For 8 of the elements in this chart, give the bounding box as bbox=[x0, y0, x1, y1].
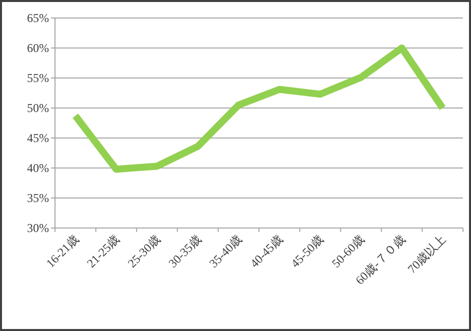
y-tick-label: 30% bbox=[27, 221, 49, 235]
y-tick-label: 60% bbox=[27, 41, 49, 55]
y-tick-label: 65% bbox=[27, 11, 49, 25]
y-tick-label: 55% bbox=[27, 71, 49, 85]
y-tick-label: 35% bbox=[27, 191, 49, 205]
y-tick-label: 40% bbox=[27, 161, 49, 175]
y-tick-label: 45% bbox=[27, 131, 49, 145]
y-tick-label: 50% bbox=[27, 101, 49, 115]
